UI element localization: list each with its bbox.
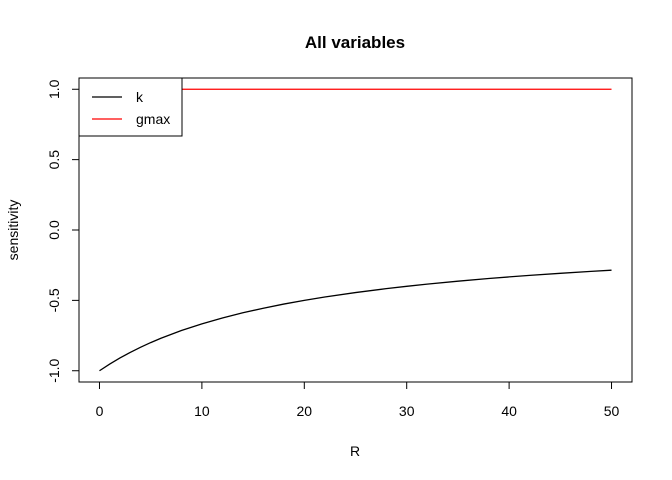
x-axis: 0 10 20 30 40 50 (96, 382, 620, 419)
y-tick-label: 0.0 (46, 220, 62, 240)
legend-label-gmax: gmax (136, 111, 170, 127)
legend: k gmax (78, 77, 183, 137)
x-tick-label: 30 (399, 403, 415, 419)
y-tick-label: -1.0 (46, 358, 62, 382)
x-tick-label: 0 (96, 403, 104, 419)
y-axis: -1.0 -0.5 0.0 0.5 1.0 (46, 79, 79, 383)
series-layer (99, 88, 612, 372)
y-tick-label: -0.5 (46, 288, 62, 312)
series-line-k (99, 269, 612, 372)
x-tick-label: 10 (194, 403, 210, 419)
x-tick-label: 40 (501, 403, 517, 419)
x-axis-label: R (350, 443, 360, 459)
y-tick-label: 0.5 (46, 150, 62, 170)
y-axis-label: sensitivity (5, 200, 21, 261)
chart-title: All variables (305, 33, 405, 52)
y-tick-label: 1.0 (46, 79, 62, 99)
x-tick-label: 20 (297, 403, 313, 419)
x-tick-label: 50 (604, 403, 620, 419)
legend-box (78, 77, 183, 137)
legend-label-k: k (136, 89, 144, 105)
